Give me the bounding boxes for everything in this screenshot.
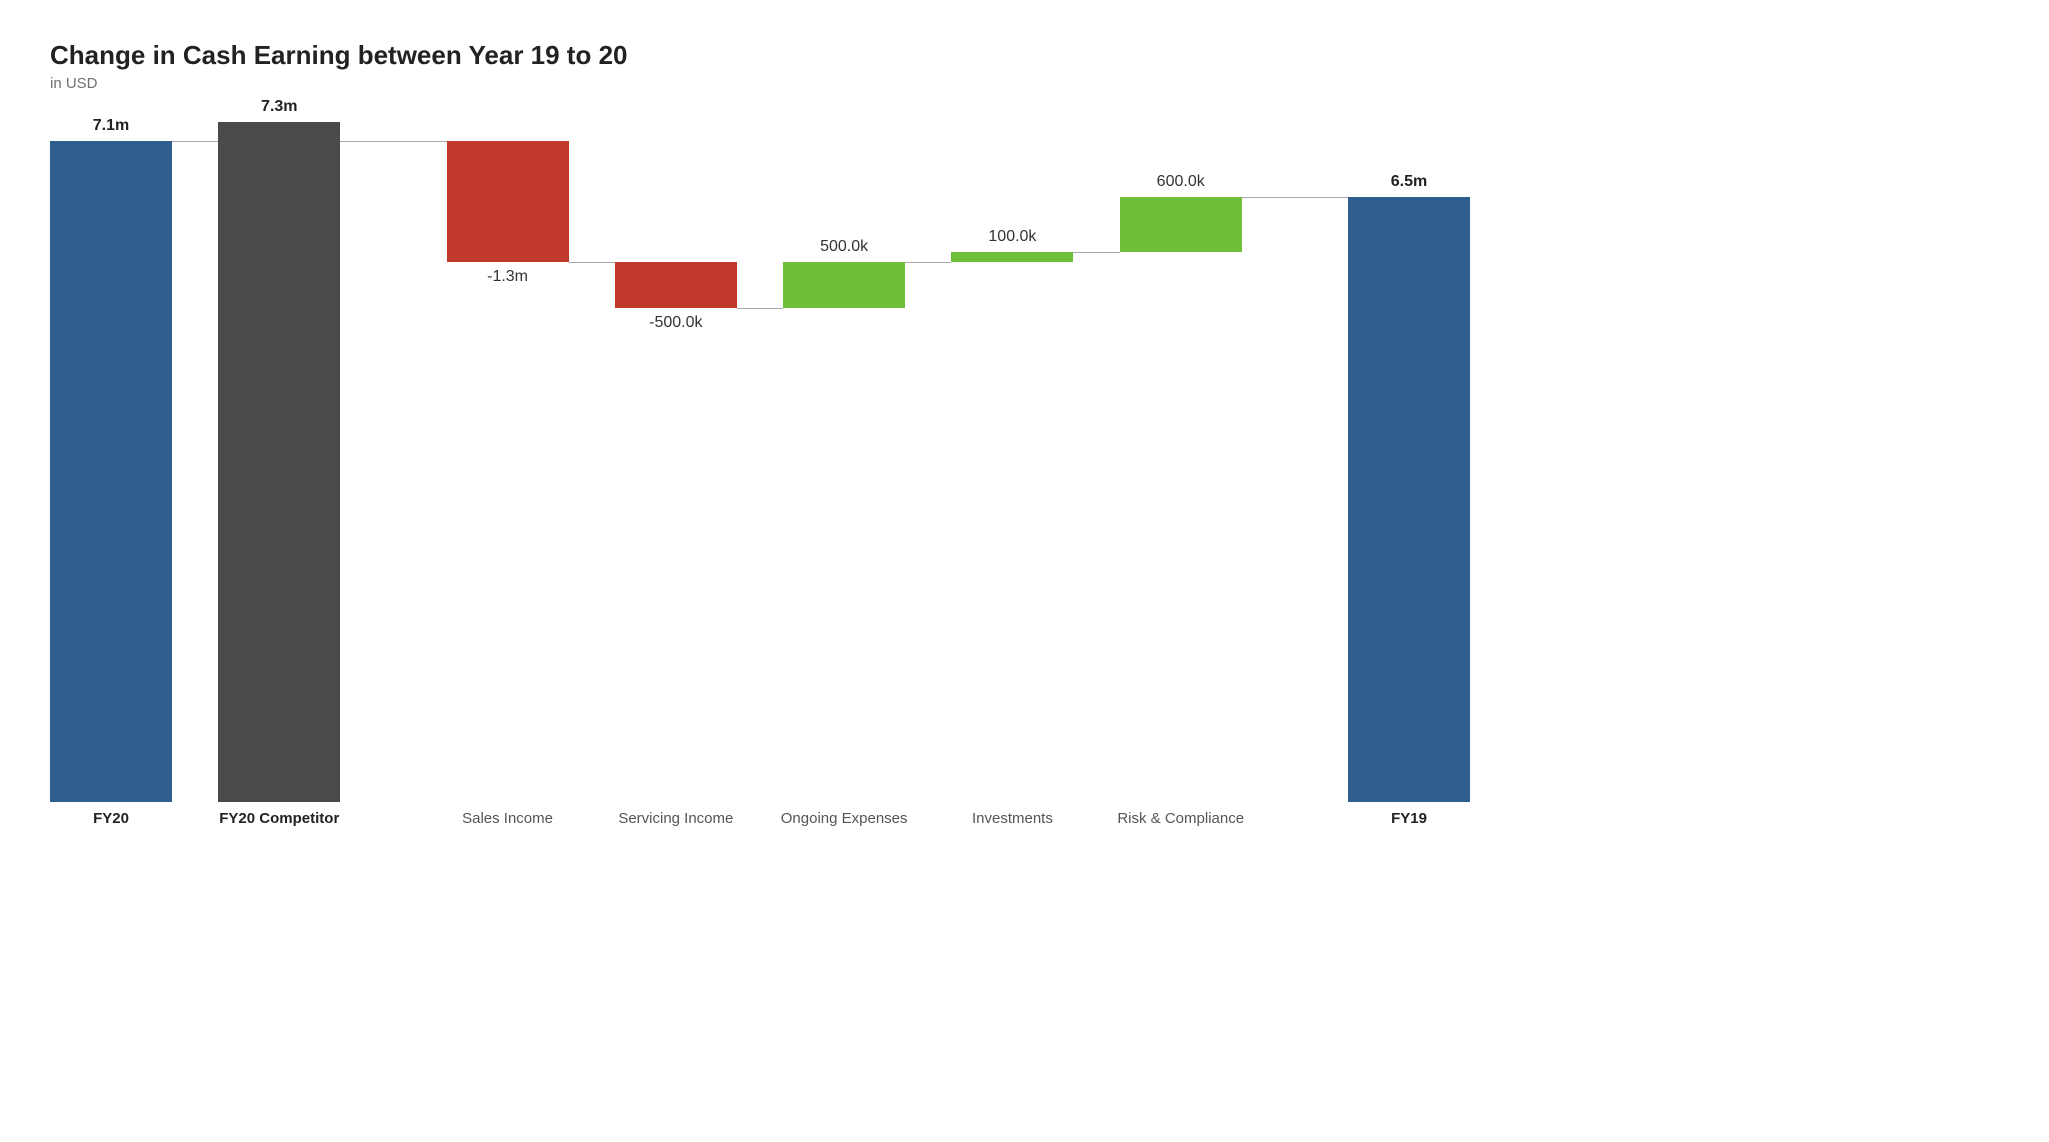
bar-value-label: -500.0k: [585, 314, 767, 332]
bar-value-label: -1.3m: [417, 268, 599, 286]
bar-increase: [1120, 197, 1242, 253]
bar-reference: [218, 122, 340, 802]
waterfall-chart: 7.1m7.3m-1.3m-500.0k500.0k100.0k600.0k6.…: [50, 122, 1470, 842]
connector-line: [1242, 197, 1348, 198]
x-axis-label: FY20 Competitor: [178, 810, 380, 827]
bar-value-label: 7.3m: [188, 98, 370, 116]
chart-title: Change in Cash Earning between Year 19 t…: [50, 40, 1999, 71]
bar-value-label: 7.1m: [20, 117, 202, 135]
connector-line: [737, 308, 783, 309]
connector-line: [569, 262, 615, 263]
x-axis-label: Risk & Compliance: [1080, 810, 1282, 827]
connector-line: [1073, 252, 1119, 253]
connector-line: [905, 262, 951, 263]
x-axis-label: FY19: [1308, 810, 1510, 827]
bar-total: [1348, 197, 1470, 802]
bar-value-label: 100.0k: [921, 228, 1103, 246]
bar-value-label: 6.5m: [1318, 173, 1500, 191]
x-axis: FY20FY20 CompetitorSales IncomeServicing…: [50, 810, 1470, 842]
connector-line: [172, 141, 218, 142]
bar-value-label: 500.0k: [753, 238, 935, 256]
bar-increase: [783, 262, 905, 309]
bar-increase: [951, 252, 1073, 261]
bar-value-label: 600.0k: [1090, 173, 1272, 191]
bar-decrease: [615, 262, 737, 309]
chart-subtitle: in USD: [50, 75, 1999, 92]
bar-total: [50, 141, 172, 802]
plot-region: 7.1m7.3m-1.3m-500.0k500.0k100.0k600.0k6.…: [50, 122, 1470, 802]
bar-decrease: [447, 141, 569, 262]
connector-line: [340, 141, 446, 142]
